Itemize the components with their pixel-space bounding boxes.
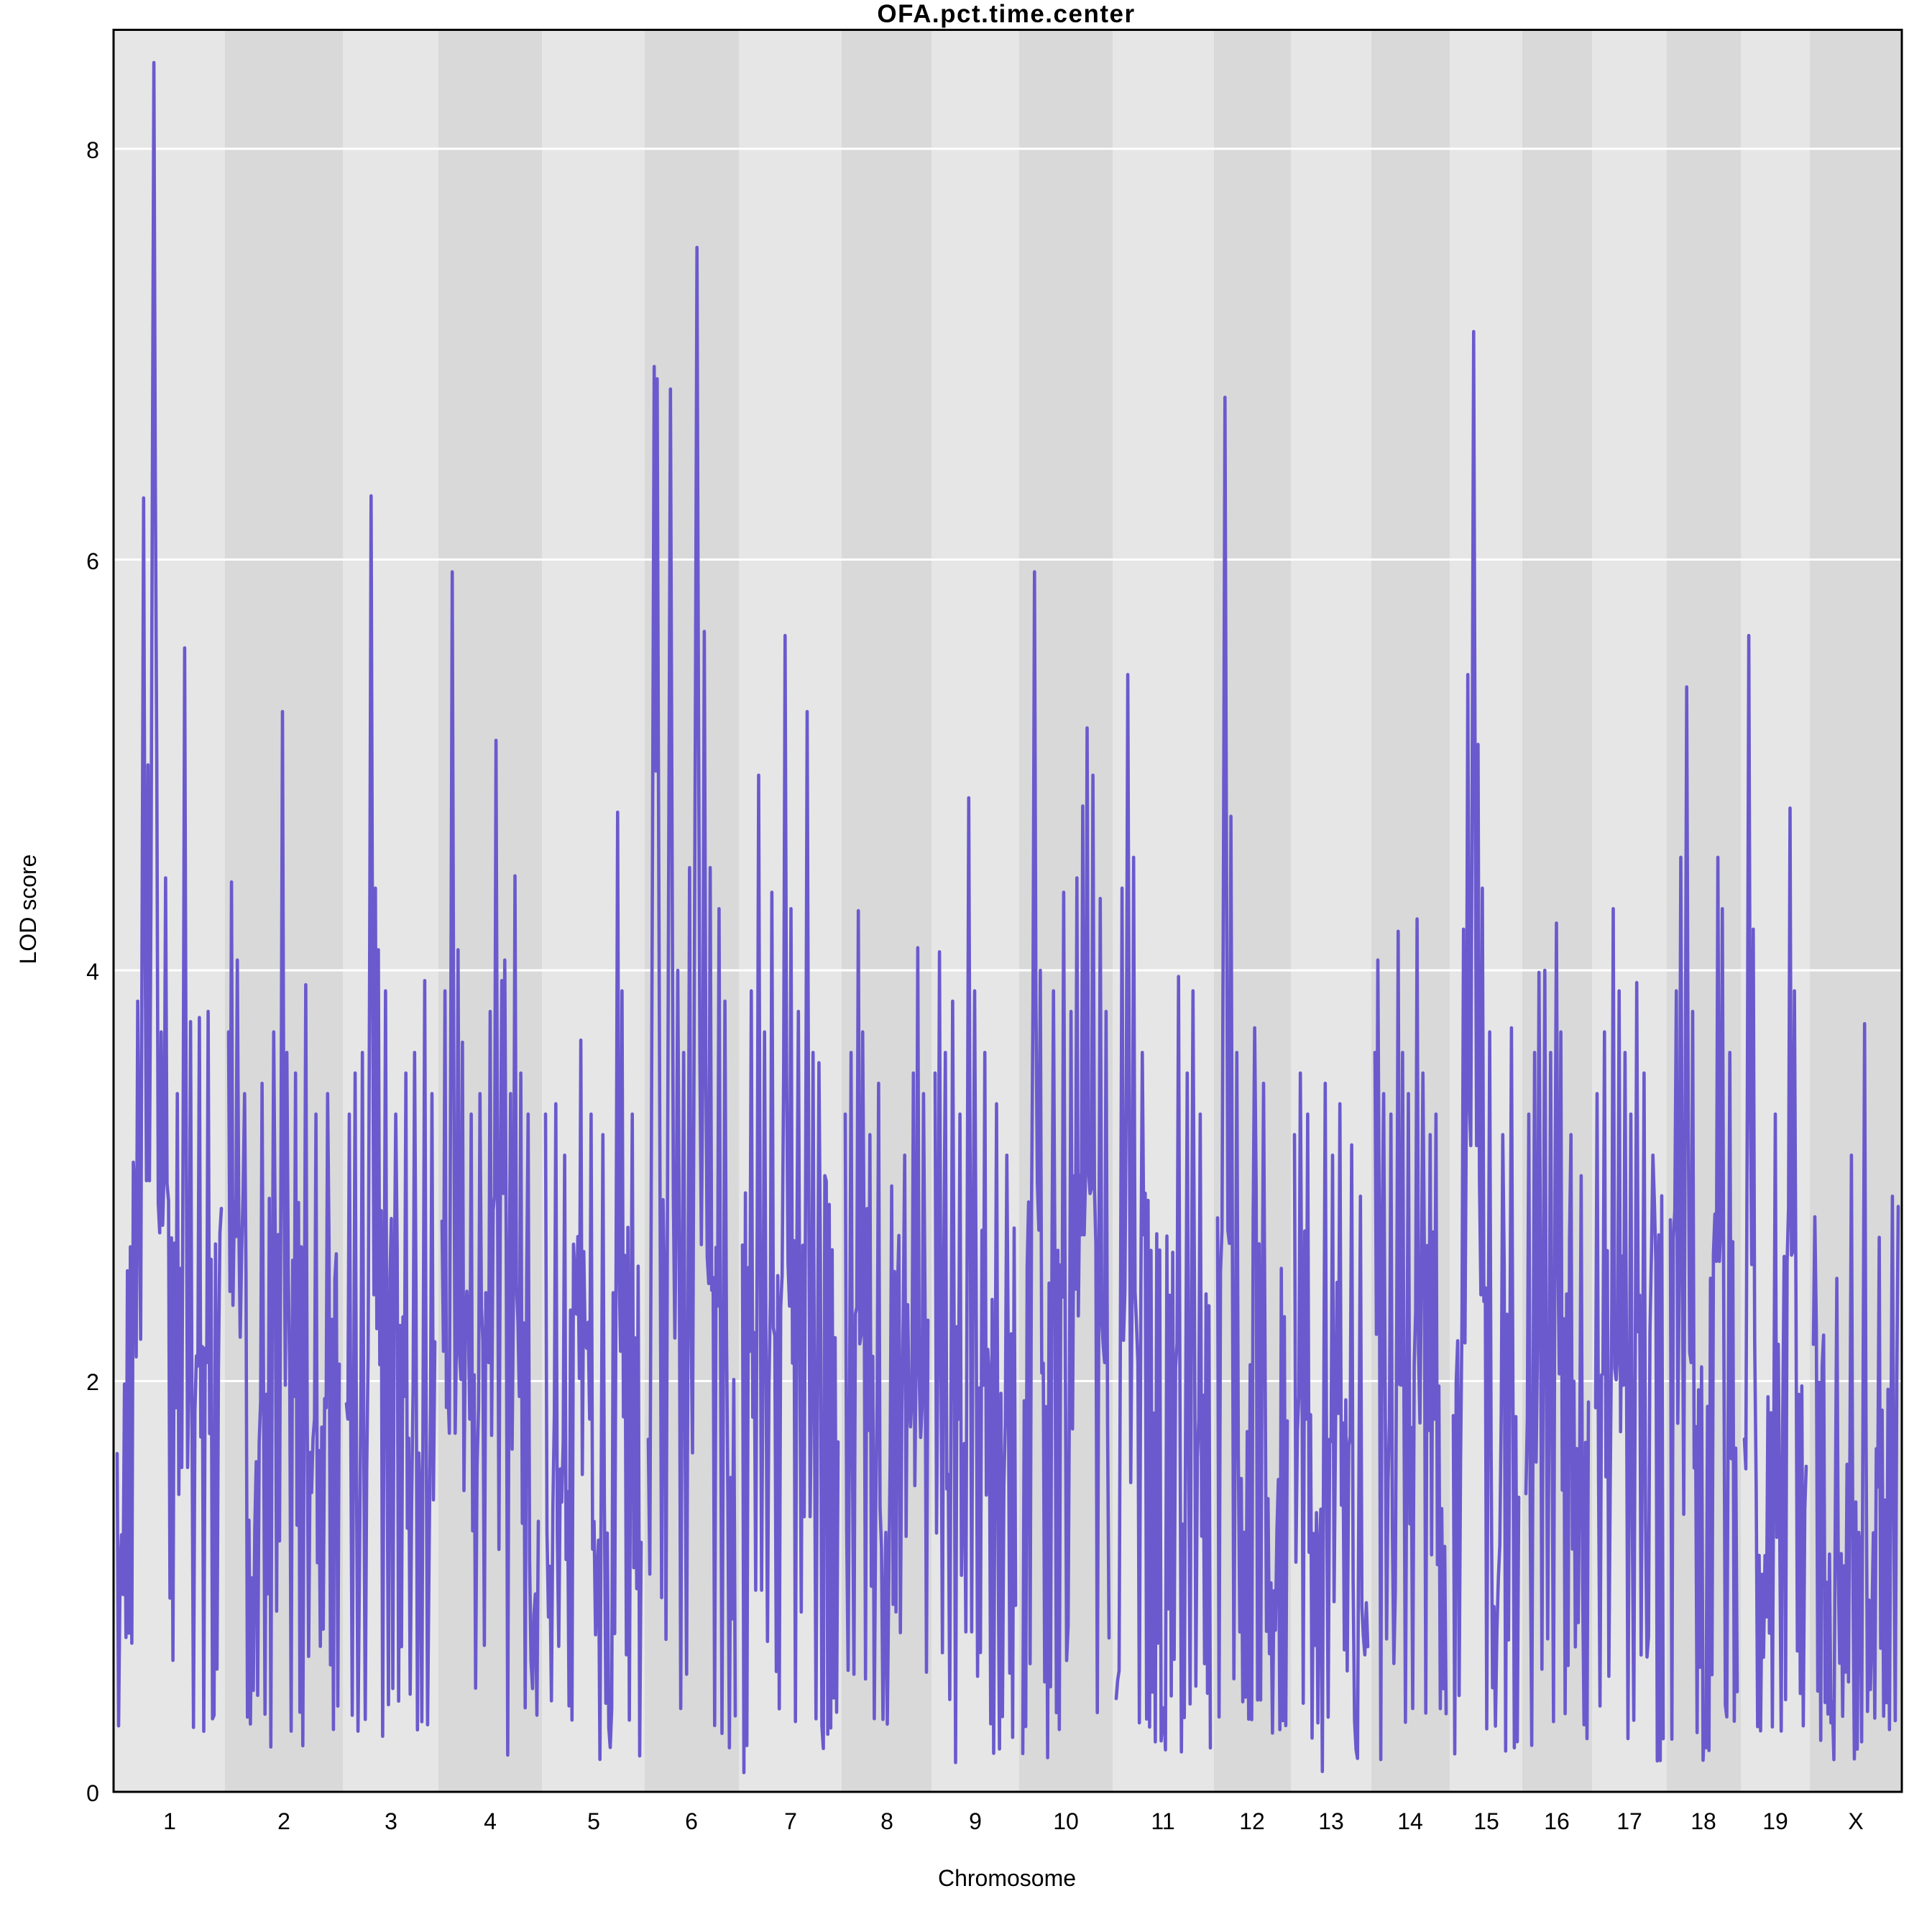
svg-text:OFA.pct.time.center: OFA.pct.time.center bbox=[877, 0, 1135, 28]
svg-text:18: 18 bbox=[1690, 1808, 1716, 1834]
svg-text:7: 7 bbox=[784, 1808, 797, 1834]
svg-text:9: 9 bbox=[969, 1808, 982, 1834]
svg-text:3: 3 bbox=[385, 1808, 397, 1834]
svg-text:4: 4 bbox=[484, 1808, 497, 1834]
svg-text:8: 8 bbox=[86, 137, 99, 163]
svg-text:11: 11 bbox=[1151, 1808, 1174, 1834]
svg-text:2: 2 bbox=[86, 1369, 99, 1395]
svg-text:Chromosome: Chromosome bbox=[938, 1865, 1076, 1891]
svg-text:19: 19 bbox=[1762, 1808, 1788, 1834]
svg-text:13: 13 bbox=[1318, 1808, 1344, 1834]
svg-text:6: 6 bbox=[86, 548, 99, 574]
svg-text:LOD score: LOD score bbox=[15, 855, 41, 965]
svg-text:X: X bbox=[1848, 1808, 1863, 1834]
svg-text:17: 17 bbox=[1616, 1808, 1642, 1834]
svg-text:10: 10 bbox=[1053, 1808, 1079, 1834]
svg-text:12: 12 bbox=[1239, 1808, 1265, 1834]
svg-text:8: 8 bbox=[880, 1808, 893, 1834]
svg-text:16: 16 bbox=[1544, 1808, 1570, 1834]
svg-text:5: 5 bbox=[587, 1808, 600, 1834]
svg-text:6: 6 bbox=[685, 1808, 698, 1834]
svg-text:4: 4 bbox=[86, 959, 99, 985]
svg-text:15: 15 bbox=[1473, 1808, 1499, 1834]
svg-text:2: 2 bbox=[277, 1808, 290, 1834]
svg-text:0: 0 bbox=[86, 1780, 99, 1806]
svg-text:1: 1 bbox=[163, 1808, 176, 1834]
svg-text:14: 14 bbox=[1397, 1808, 1423, 1834]
